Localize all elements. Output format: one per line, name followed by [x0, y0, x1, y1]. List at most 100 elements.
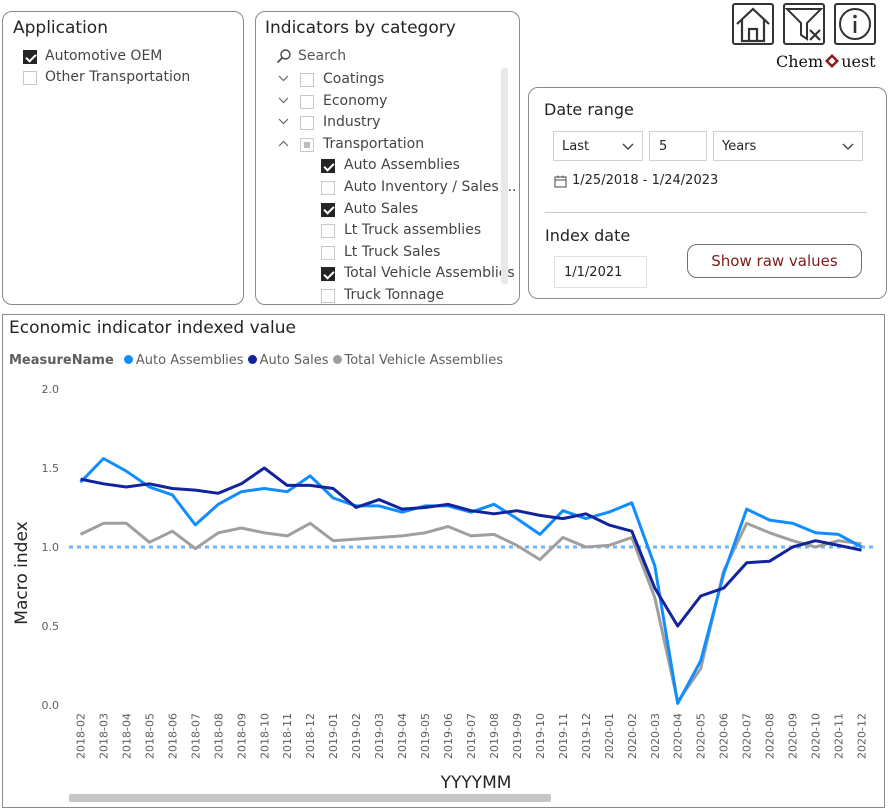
checkbox[interactable]	[300, 137, 314, 152]
search-box[interactable]: Search	[274, 46, 504, 68]
x-tick-label: 2020-03	[649, 713, 662, 759]
checkbox[interactable]	[300, 94, 314, 109]
x-tick-label: 2019-04	[396, 713, 409, 759]
checkbox[interactable]	[300, 73, 314, 87]
indicator-label: Auto Sales	[344, 200, 419, 217]
series-line-auto-sales	[80, 466, 862, 628]
x-tick-label: 2018-03	[97, 713, 110, 759]
range-count-input[interactable]: 5	[649, 131, 707, 161]
checkbox[interactable]	[300, 116, 314, 131]
x-tick-label: 2019-06	[442, 713, 455, 759]
x-tick-label: 2020-10	[810, 713, 823, 759]
application-item-automotive-oem[interactable]: Automotive OEM	[23, 48, 223, 68]
x-tick-label: 2018-12	[304, 713, 317, 759]
x-tick-label: 2020-09	[787, 713, 800, 759]
horizontal-scrollbar[interactable]	[69, 794, 551, 802]
checkbox[interactable]	[321, 289, 335, 303]
legend-item[interactable]: Auto Assemblies	[123, 353, 244, 368]
application-slicer: Application Automotive OEM Other Transpo…	[2, 11, 244, 305]
checkbox[interactable]	[23, 50, 37, 64]
checkbox[interactable]	[23, 71, 37, 85]
index-date-input[interactable]: 1/1/2021	[554, 256, 647, 288]
home-button[interactable]	[732, 3, 774, 45]
indicator-item[interactable]: Truck Tonnage	[256, 287, 501, 304]
clear-filters-button[interactable]	[783, 3, 825, 45]
logo-mark-icon	[825, 54, 840, 68]
indicator-item[interactable]: Industry	[256, 114, 501, 134]
indicator-label: Economy	[323, 92, 388, 109]
checkbox[interactable]	[321, 245, 335, 260]
indicator-item[interactable]: Coatings	[256, 71, 501, 91]
x-tick-label: 2018-04	[120, 713, 133, 759]
range-unit-dropdown[interactable]: Years	[713, 131, 863, 161]
legend-label: Auto Assemblies	[135, 353, 244, 368]
logo-text-right: uest	[841, 52, 876, 71]
indicator-item[interactable]: Total Vehicle Assemblies	[256, 265, 515, 285]
calendar-icon	[554, 175, 567, 188]
x-tick-label: 2020-02	[626, 713, 639, 759]
chevron-down-icon[interactable]	[278, 72, 289, 85]
checkbox[interactable]	[321, 159, 335, 174]
indicator-label: Coatings	[323, 71, 385, 87]
range-unit-value: Years	[722, 139, 757, 154]
x-tick-label: 2020-01	[603, 713, 616, 759]
show-raw-values-button[interactable]: Show raw values	[687, 244, 862, 278]
chevron-up-icon[interactable]	[278, 137, 289, 150]
indicator-item[interactable]: Transportation	[256, 136, 501, 156]
series-line-auto-assemblies	[79, 457, 863, 705]
scrollbar[interactable]	[501, 68, 508, 284]
show-raw-values-label: Show raw values	[711, 252, 838, 270]
application-item-other-transportation[interactable]: Other Transportation	[23, 69, 223, 89]
x-tick-label: 2018-02	[74, 713, 87, 759]
chevron-down-icon[interactable]	[278, 94, 289, 107]
checkbox[interactable]	[321, 267, 335, 282]
chemquest-logo: Chem uest	[776, 52, 886, 78]
x-tick-label: 2020-12	[856, 713, 869, 759]
chart-legend: MeasureName Auto Assemblies Auto Sales Tot…	[9, 353, 507, 368]
x-tick-label: 2019-09	[511, 713, 524, 759]
indicator-label: Total Vehicle Assemblies	[344, 265, 515, 282]
checkbox[interactable]	[321, 202, 335, 217]
legend-item[interactable]: Total Vehicle Assemblies	[332, 353, 503, 368]
indicator-item[interactable]: Lt Truck assemblies	[256, 222, 501, 242]
x-tick-label: 2019-11	[557, 713, 570, 759]
indicator-item[interactable]: Auto Inventory / Sales ...	[256, 179, 517, 199]
x-tick-label: 2019-10	[534, 713, 547, 759]
range-mode-value: Last	[562, 139, 590, 154]
logo-text-left: Chem	[776, 52, 824, 71]
x-tick-label: 2020-05	[695, 713, 708, 759]
x-tick-label: 2018-07	[189, 713, 202, 759]
legend-item[interactable]: Auto Sales	[247, 353, 329, 368]
date-range-panel: Date range Last 5 Years 1/25/2018 - 1/24…	[528, 87, 887, 299]
x-tick-label: 2018-11	[281, 713, 294, 759]
indicator-item[interactable]: Lt Truck Sales	[256, 244, 501, 264]
x-tick-label: 2018-05	[143, 713, 156, 759]
x-tick-label: 2020-11	[833, 713, 846, 759]
search-input[interactable]: Search	[298, 48, 347, 64]
chevron-down-icon[interactable]	[278, 115, 289, 128]
x-tick-label: 2018-06	[166, 713, 179, 759]
legend-title: MeasureName	[9, 353, 114, 368]
x-tick-label: 2019-12	[580, 713, 593, 759]
x-tick-label: 2020-08	[764, 713, 777, 759]
chevron-down-icon	[622, 143, 634, 150]
index-date-title: Index date	[545, 226, 631, 245]
indicator-label: Auto Assemblies	[344, 157, 460, 174]
application-item-label: Automotive OEM	[45, 48, 163, 64]
checkbox[interactable]	[321, 181, 335, 195]
legend-label: Total Vehicle Assemblies	[344, 353, 503, 368]
x-tick-label: 2018-10	[258, 713, 271, 759]
x-tick-label: 2019-03	[373, 713, 386, 759]
x-tick-label: 2020-07	[741, 713, 754, 759]
series-line-total-vehicle-assemblies	[79, 521, 862, 704]
legend-label: Auto Sales	[259, 353, 329, 368]
range-mode-dropdown[interactable]: Last	[553, 131, 643, 161]
indicator-item[interactable]: Economy	[256, 93, 501, 113]
x-tick-label: 2019-08	[488, 713, 501, 759]
indicator-label: Lt Truck assemblies	[344, 222, 482, 239]
checkbox[interactable]	[321, 224, 335, 239]
x-tick-label: 2018-08	[212, 713, 225, 759]
indicator-item[interactable]: Auto Assemblies	[256, 157, 501, 177]
info-button[interactable]	[834, 3, 876, 45]
indicator-item[interactable]: Auto Sales	[256, 201, 501, 221]
